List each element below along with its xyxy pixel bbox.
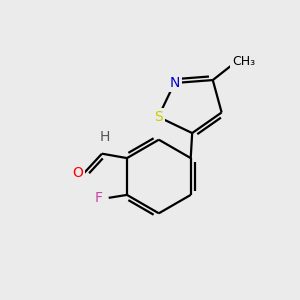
Text: S: S (154, 110, 163, 124)
Text: H: H (100, 130, 110, 145)
Text: CH₃: CH₃ (232, 55, 255, 68)
Text: F: F (94, 191, 102, 205)
Text: O: O (72, 166, 83, 180)
Text: N: N (169, 76, 180, 90)
